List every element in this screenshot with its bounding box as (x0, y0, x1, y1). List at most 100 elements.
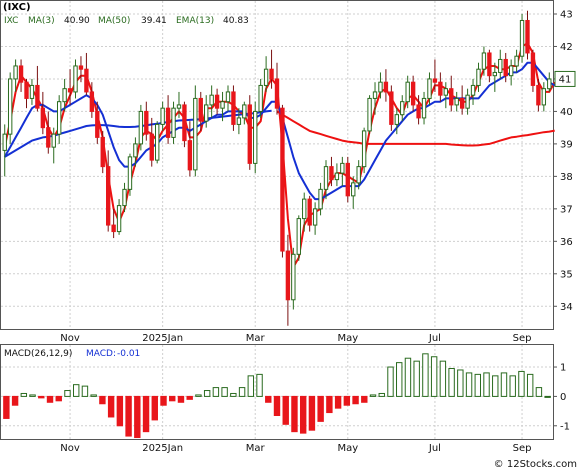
candle-24 (133, 137, 138, 167)
macd-x-label-0: Nov (60, 443, 80, 454)
candle-18 (100, 130, 105, 174)
candle-body-72 (394, 114, 399, 125)
candle-54 (296, 215, 301, 261)
candle-body-65 (356, 166, 361, 184)
candle-9 (51, 127, 56, 164)
price-tick-label-9: 43 (560, 9, 573, 20)
legend-ma3-value: 40.90 (64, 16, 90, 26)
candle-body-64 (351, 182, 356, 197)
last-price-box (554, 70, 576, 87)
candle-27 (149, 117, 154, 167)
candle-body-4 (24, 81, 29, 99)
macd-bar-3 (29, 394, 36, 397)
watermark: © 12Stocks.com (494, 459, 577, 470)
macd-bar-55 (483, 372, 490, 397)
candle-57 (312, 202, 318, 235)
candle-97 (530, 49, 536, 92)
candle-body-29 (160, 107, 165, 125)
macd-bar-16 (142, 395, 150, 433)
candle-body-41 (225, 91, 231, 103)
macd-bar-35 (308, 395, 316, 431)
candle-29 (160, 101, 165, 131)
candle-73 (400, 95, 405, 122)
macd-x-label-2: Mar (246, 443, 266, 454)
candle-38 (209, 85, 214, 118)
candle-body-70 (383, 81, 389, 93)
candle-body-66 (361, 130, 367, 168)
candle-body-63 (345, 162, 350, 197)
candle-body-9 (51, 133, 56, 148)
candle-body-56 (307, 198, 312, 226)
macd-bar-54 (474, 373, 482, 397)
candle-body-69 (378, 81, 383, 93)
candle-20 (111, 208, 116, 239)
macd-value-label: MACD: (86, 349, 116, 359)
candle-body-48 (263, 68, 269, 86)
candle-62 (340, 156, 345, 187)
candle-77 (421, 91, 427, 125)
candle-body-38 (209, 94, 214, 106)
candle-81 (443, 82, 448, 109)
price-tick-label-0: 34 (560, 302, 573, 313)
price-x-label-4: Jul (428, 333, 441, 344)
candle-body-11 (62, 88, 67, 103)
price-tick-label-3: 37 (560, 204, 573, 215)
candle-84 (459, 85, 465, 115)
candle-body-30 (165, 107, 171, 138)
macd-bar-37 (326, 395, 333, 414)
candle-55 (302, 192, 307, 232)
macd-bar-13 (116, 395, 124, 427)
candle-46 (253, 101, 258, 174)
candle-body-89 (487, 52, 492, 77)
candle-body-39 (214, 94, 220, 109)
candle-60 (329, 156, 334, 187)
macd-bar-57 (500, 372, 508, 397)
candle-body-23 (127, 156, 133, 190)
macd-bar-41 (361, 395, 368, 403)
macd-bar-61 (535, 387, 543, 397)
candle-body-82 (449, 88, 454, 106)
candle-56 (307, 195, 312, 232)
candle-0 (2, 124, 7, 177)
price-tick-label-6: 40 (560, 107, 573, 118)
candle-5 (29, 78, 35, 105)
macd-bar-49 (430, 356, 438, 397)
candle-16 (89, 82, 95, 118)
macd-bar-59 (518, 370, 525, 397)
candle-26 (144, 101, 149, 141)
macd-bar-0 (3, 395, 10, 419)
candle-25 (138, 104, 144, 151)
candle-43 (236, 108, 242, 135)
candle-body-51 (280, 107, 285, 252)
candle-87 (476, 62, 481, 92)
candle-body-73 (400, 101, 405, 116)
last-price-tag: 41 (554, 70, 576, 87)
candle-body-17 (95, 110, 100, 138)
candle-body-26 (144, 110, 149, 135)
candle-82 (449, 75, 454, 112)
macd-bar-6 (55, 395, 62, 402)
candle-22 (122, 182, 127, 213)
macd-bar-53 (465, 372, 473, 397)
macd-value: -0.01 (117, 349, 140, 359)
macd-bar-62 (544, 395, 551, 398)
price-y-axis: 34 35 36 37 38 39 40 41 42 43 (553, 9, 573, 313)
macd-bar-29 (256, 373, 263, 397)
candle-body-87 (476, 68, 481, 86)
macd-bar-38 (334, 395, 342, 409)
macd-legend: MACD(26,12,9) MACD: -0.01 (4, 349, 140, 359)
macd-x-label-5: Sep (513, 443, 532, 454)
macd-title: MACD(26,12,9) (4, 349, 72, 359)
candle-body-15 (84, 68, 89, 93)
candle-2 (13, 59, 18, 92)
macd-bar-52 (457, 369, 464, 397)
candle-body-91 (498, 58, 503, 73)
candle-68 (372, 82, 378, 115)
macd-bar-10 (90, 394, 97, 397)
candlesticks (2, 10, 552, 326)
candle-80 (438, 72, 443, 102)
candle-body-54 (296, 218, 301, 255)
candle-body-90 (492, 71, 498, 77)
candle-body-5 (29, 84, 35, 99)
macd-bar-51 (448, 368, 455, 397)
